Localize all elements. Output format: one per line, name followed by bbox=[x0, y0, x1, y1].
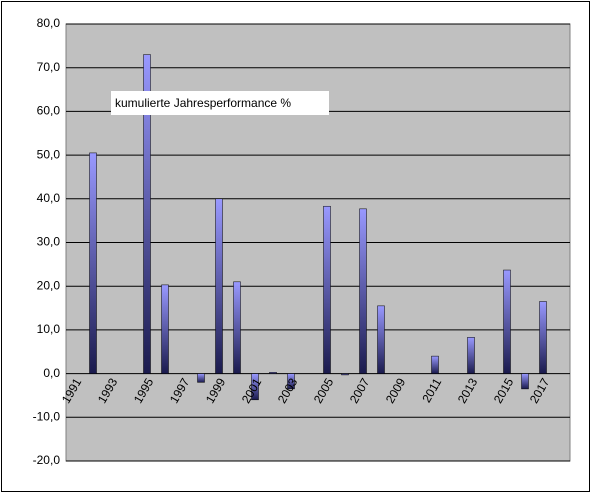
y-tick-label: 40,0 bbox=[37, 191, 61, 205]
bar bbox=[143, 54, 151, 374]
bar bbox=[539, 301, 547, 374]
bar bbox=[323, 205, 331, 374]
annotation-box bbox=[111, 91, 329, 115]
annotation: kumulierte Jahresperformance % bbox=[115, 96, 291, 110]
bar bbox=[215, 198, 223, 374]
bar bbox=[431, 355, 439, 374]
y-tick-label: 70,0 bbox=[37, 60, 61, 74]
bar bbox=[521, 373, 529, 390]
y-tick-label: 60,0 bbox=[37, 104, 61, 118]
y-tick-label: 80,0 bbox=[37, 16, 61, 30]
bar bbox=[161, 284, 169, 374]
bar bbox=[287, 373, 295, 390]
bar bbox=[377, 305, 385, 374]
bar bbox=[467, 337, 475, 374]
bar bbox=[359, 208, 367, 374]
y-tick-label: 30,0 bbox=[37, 235, 61, 249]
y-tick-label: 10,0 bbox=[37, 322, 61, 336]
bar bbox=[251, 373, 259, 401]
y-tick-label: 50,0 bbox=[37, 147, 61, 161]
y-tick-label: -20,0 bbox=[33, 453, 61, 467]
y-tick-label: 0,0 bbox=[43, 366, 60, 380]
bar bbox=[503, 269, 511, 374]
bar bbox=[269, 372, 277, 374]
bar bbox=[197, 373, 205, 383]
y-tick-label: -10,0 bbox=[33, 409, 61, 423]
bar bbox=[341, 373, 349, 376]
bar bbox=[233, 281, 241, 374]
y-tick-label: 20,0 bbox=[37, 278, 61, 292]
bar bbox=[89, 152, 97, 374]
